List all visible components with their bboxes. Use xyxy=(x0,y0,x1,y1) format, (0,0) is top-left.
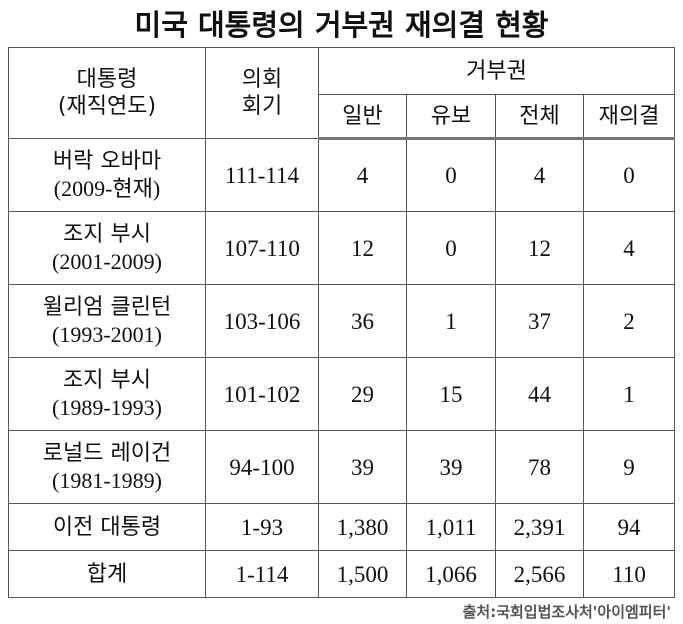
table-row: 조지 부시 (2001-2009) 107-110 12 0 12 4 xyxy=(8,211,676,285)
table-row: 버락 오바마 (2009-현재) 111-114 4 0 4 0 xyxy=(8,138,676,212)
header-president: 대통령 (재직연도) xyxy=(8,47,206,139)
header-president-label: 대통령 xyxy=(76,67,138,92)
header-congress: 의회 회기 xyxy=(205,47,319,139)
header-regular: 일반 xyxy=(318,94,407,140)
congress-cell: 94-100 xyxy=(205,430,319,504)
header-congress-label-2: 회기 xyxy=(241,94,283,119)
term-years: (1993-2001) xyxy=(52,322,162,347)
total-cell: 2,391 xyxy=(495,503,584,551)
pocket-cell: 15 xyxy=(406,357,496,431)
override-cell: 0 xyxy=(582,138,676,212)
table-row: 조지 부시 (1989-1993) 101-102 29 15 44 1 xyxy=(8,357,676,431)
total-cell: 12 xyxy=(495,211,584,285)
term-years: (2001-2009) xyxy=(52,249,162,274)
regular-cell: 39 xyxy=(318,430,407,504)
header-congress-label-1: 의회 xyxy=(241,67,283,92)
header-total: 전체 xyxy=(495,94,584,140)
override-cell: 94 xyxy=(582,503,676,551)
regular-cell: 29 xyxy=(318,357,407,431)
header-term-label: (재직연도) xyxy=(57,94,157,119)
congress-cell: 111-114 xyxy=(205,138,319,212)
president-name: 윌리엄 클린턴 xyxy=(42,295,172,320)
president-cell: 조지 부시 (2001-2009) xyxy=(8,211,206,285)
veto-table: 대통령 (재직연도) 의회 회기 거부권 일반 유보 전체 재의결 버락 오바마 (2… xyxy=(8,47,676,598)
term-years: (1989-1993) xyxy=(52,395,162,420)
table-row: 합계 1-114 1,500 1,066 2,566 110 xyxy=(8,550,676,598)
override-cell: 9 xyxy=(582,430,676,504)
president-name: 버락 오바마 xyxy=(52,149,162,174)
regular-cell: 4 xyxy=(318,138,407,212)
president-cell: 이전 대통령 xyxy=(8,503,206,551)
president-cell: 버락 오바마 (2009-현재) xyxy=(8,138,206,212)
total-cell: 2,566 xyxy=(495,550,584,598)
president-name: 로널드 레이건 xyxy=(42,441,172,466)
pocket-cell: 1 xyxy=(406,284,496,358)
header-veto: 거부권 xyxy=(317,47,676,95)
president-cell: 조지 부시 (1989-1993) xyxy=(8,357,206,431)
president-name: 이전 대통령 xyxy=(52,514,162,540)
president-name: 조지 부시 xyxy=(63,222,151,247)
source-note: 출처:국회입법조사처'아이엠피터' xyxy=(462,603,671,621)
president-name: 조지 부시 xyxy=(63,368,151,393)
regular-cell: 36 xyxy=(318,284,407,358)
page-title: 미국 대통령의 거부권 재의결 현황 xyxy=(134,8,549,42)
override-cell: 4 xyxy=(582,211,676,285)
pocket-cell: 0 xyxy=(406,138,496,212)
table-row: 이전 대통령 1-93 1,380 1,011 2,391 94 xyxy=(8,503,676,551)
pocket-cell: 1,011 xyxy=(406,503,496,551)
total-cell: 4 xyxy=(495,138,584,212)
regular-cell: 1,380 xyxy=(318,503,407,551)
term-years: (1981-1989) xyxy=(52,468,162,493)
congress-cell: 1-93 xyxy=(205,503,319,551)
term-years: (2009-현재) xyxy=(53,176,161,201)
header-pocket: 유보 xyxy=(406,94,496,140)
total-cell: 44 xyxy=(495,357,584,431)
table-row: 윌리엄 클린턴 (1993-2001) 103-106 36 1 37 2 xyxy=(8,284,676,358)
pocket-cell: 0 xyxy=(406,211,496,285)
override-cell: 1 xyxy=(582,357,676,431)
congress-cell: 103-106 xyxy=(205,284,319,358)
override-cell: 110 xyxy=(582,550,676,598)
congress-cell: 107-110 xyxy=(205,211,319,285)
congress-cell: 1-114 xyxy=(205,550,319,598)
total-cell: 78 xyxy=(495,430,584,504)
total-cell: 37 xyxy=(495,284,584,358)
regular-cell: 12 xyxy=(318,211,407,285)
president-cell: 윌리엄 클린턴 (1993-2001) xyxy=(8,284,206,358)
regular-cell: 1,500 xyxy=(318,550,407,598)
pocket-cell: 39 xyxy=(406,430,496,504)
congress-cell: 101-102 xyxy=(205,357,319,431)
president-name: 합계 xyxy=(86,561,128,587)
table-row: 로널드 레이건 (1981-1989) 94-100 39 39 78 9 xyxy=(8,430,676,504)
pocket-cell: 1,066 xyxy=(406,550,496,598)
override-cell: 2 xyxy=(582,284,676,358)
president-cell: 로널드 레이건 (1981-1989) xyxy=(8,430,206,504)
president-cell: 합계 xyxy=(8,550,206,598)
header-override: 재의결 xyxy=(582,94,676,140)
